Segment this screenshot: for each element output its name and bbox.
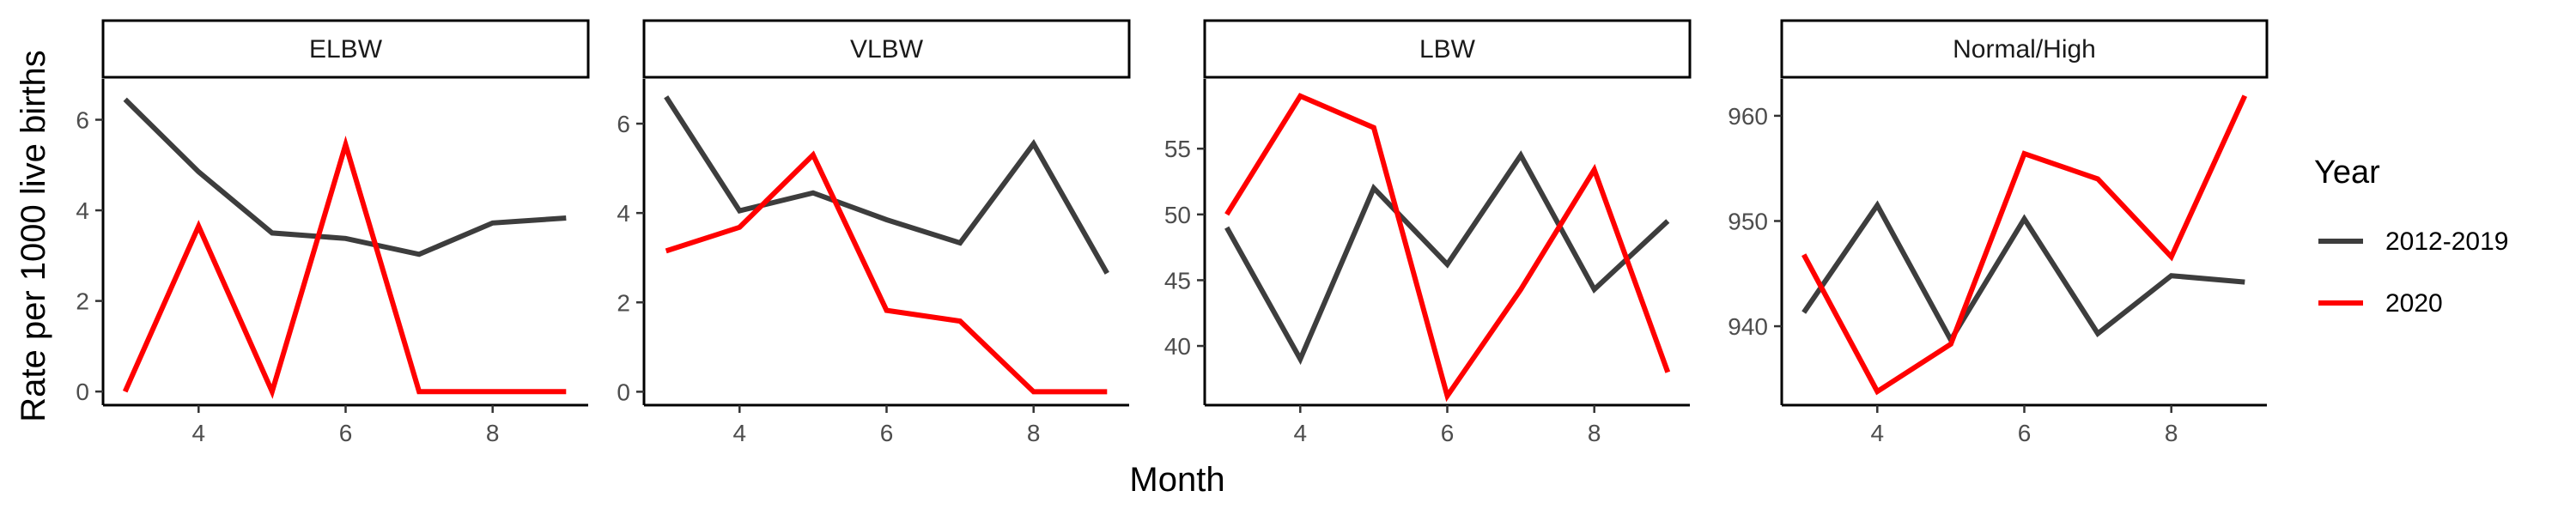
- panel-normal-high: Normal/High 940 950 960 4 6 8: [1728, 19, 2269, 446]
- y-tick-label: 4: [76, 197, 89, 224]
- x-tick-label: 4: [1293, 420, 1307, 446]
- series-line-2012-2019: [123, 97, 567, 258]
- series-line-2012-2019: [1224, 150, 1670, 366]
- facet-strip-label: LBW: [1419, 35, 1476, 64]
- series-line-2012-2019: [1801, 200, 2245, 346]
- panel-vlbw: VLBW 0 2 4 6 4 6 8: [617, 19, 1131, 446]
- legend: Year 2012-2019 2020: [2314, 154, 2508, 318]
- y-tick-label: 6: [617, 111, 630, 137]
- x-tick-label: 8: [1588, 420, 1601, 446]
- y-tick-label: 2: [617, 289, 630, 316]
- y-tick-label: 4: [617, 200, 630, 227]
- facet-strip-label: Normal/High: [1953, 35, 2096, 64]
- facet-strip-label: ELBW: [309, 35, 383, 64]
- y-tick-label: 2: [76, 288, 89, 315]
- facet-strip: [1780, 19, 2269, 79]
- legend-label-2012-2019: 2012-2019: [2385, 227, 2508, 256]
- facet-strip: [101, 19, 590, 79]
- y-tick-label: 55: [1164, 136, 1191, 162]
- y-tick-label: 45: [1164, 267, 1191, 294]
- panel-lbw: LBW 40 45 50 55 4 6 8: [1164, 19, 1692, 446]
- series-line-2020: [1801, 94, 2248, 396]
- y-tick-label: 960: [1728, 103, 1768, 130]
- facet-strip-label: VLBW: [850, 35, 924, 64]
- y-tick-label: 0: [617, 379, 630, 405]
- y-axis-title: Rate per 1000 live births: [15, 50, 52, 422]
- x-tick-label: 8: [1027, 420, 1041, 446]
- series-line-2012-2019: [664, 95, 1109, 275]
- x-tick-label: 6: [1441, 420, 1455, 446]
- x-tick-label: 6: [339, 420, 353, 446]
- series-line-2020: [122, 135, 567, 399]
- y-tick-label: 6: [76, 107, 89, 134]
- y-tick-label: 40: [1164, 333, 1191, 360]
- x-tick-label: 6: [2018, 420, 2032, 446]
- facet-strip: [1203, 19, 1692, 79]
- series-line-2020: [665, 150, 1108, 395]
- x-tick-label: 8: [2165, 420, 2178, 446]
- facet-strip: [642, 19, 1131, 79]
- y-tick-label: 0: [76, 379, 89, 405]
- y-tick-label: 950: [1728, 208, 1768, 234]
- series-line-2020: [1224, 93, 1671, 403]
- y-tick-label: 50: [1164, 202, 1191, 228]
- legend-title: Year: [2314, 154, 2380, 191]
- panel-elbw: ELBW 0 2 4 6 4 6 8: [76, 19, 590, 446]
- legend-label-2020: 2020: [2385, 289, 2443, 318]
- x-tick-label: 4: [191, 420, 205, 446]
- x-tick-label: 4: [732, 420, 746, 446]
- x-tick-label: 8: [486, 420, 500, 446]
- x-tick-label: 6: [880, 420, 894, 446]
- x-axis-title: Month: [1129, 461, 1224, 499]
- x-tick-label: 4: [1870, 420, 1884, 446]
- y-tick-label: 940: [1728, 313, 1768, 340]
